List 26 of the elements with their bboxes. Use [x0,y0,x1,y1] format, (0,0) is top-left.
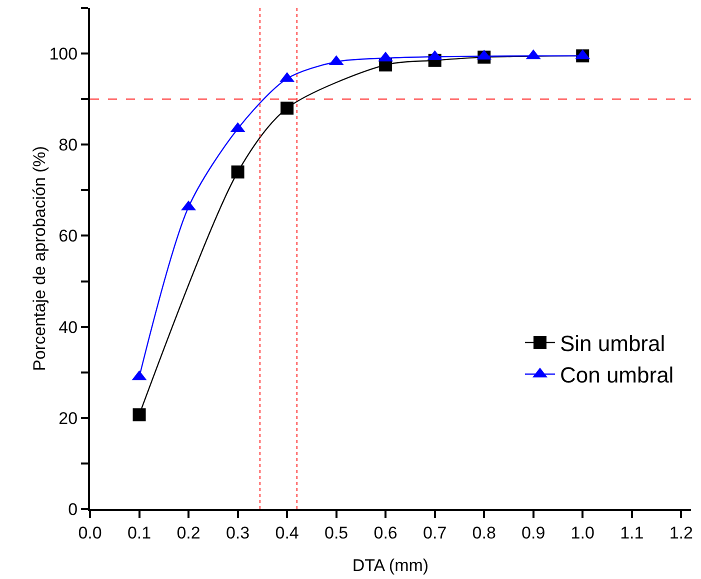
x-tick-label: 0.0 [78,523,102,542]
legend-label: Sin umbral [560,331,666,356]
x-tick-label: 0.3 [226,523,250,542]
y-tick-label: 20 [58,408,78,428]
x-tick-label: 1.2 [669,523,693,542]
x-tick-label: 0.1 [127,523,152,542]
legend-label: Con umbral [560,362,674,388]
x-tick-label: 0.9 [522,523,546,542]
y-tick-label: 100 [49,44,78,64]
x-tick-label: 0.6 [374,523,398,542]
point [132,408,146,422]
y-axis-title: Porcentaje de aprobación (%) [30,146,49,371]
x-tick-label: 0.5 [324,523,348,542]
x-tick-label: 1.0 [570,523,594,542]
x-tick-label: 0.8 [472,523,496,542]
x-tick-label: 1.1 [620,523,644,542]
y-tick-label: 40 [58,318,78,337]
point [280,102,294,115]
y-tick-label: 80 [58,136,78,155]
x-axis-title: DTA (mm) [352,556,429,575]
y-tick-label: 0 [68,500,78,519]
y-tick-label: 60 [58,226,78,246]
x-tick-label: 0.2 [176,523,200,542]
point [231,165,244,178]
x-tick-label: 0.4 [275,523,299,542]
x-tick-label: 0.7 [423,523,447,542]
